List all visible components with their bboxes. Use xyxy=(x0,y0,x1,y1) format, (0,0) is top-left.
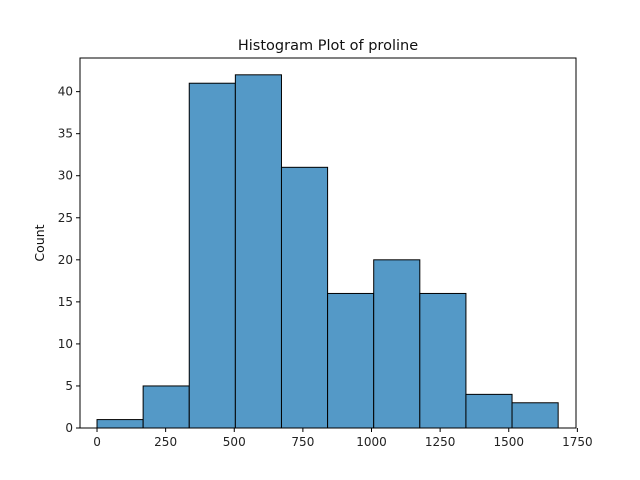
y-axis-label: Count xyxy=(32,224,47,261)
histogram-bar xyxy=(511,402,559,429)
y-axis-ticks: 0 5 10 15 20 25 30 35 40 xyxy=(58,85,80,435)
x-tick-label: 750 xyxy=(291,435,314,449)
histogram-bar xyxy=(280,166,329,429)
y-tick-label: 25 xyxy=(58,211,73,225)
histogram-bar xyxy=(373,259,421,429)
y-tick-label: 20 xyxy=(58,253,73,267)
x-tick-label: 500 xyxy=(223,435,246,449)
histogram-bar xyxy=(142,385,190,429)
x-tick-label: 1000 xyxy=(356,435,387,449)
y-tick-label: 15 xyxy=(58,295,73,309)
histogram-bar xyxy=(465,393,513,429)
histogram-bar xyxy=(419,292,467,429)
y-tick-label: 0 xyxy=(65,421,73,435)
x-tick-label: 250 xyxy=(154,435,177,449)
y-tick-label: 5 xyxy=(65,379,73,393)
y-tick-label: 40 xyxy=(58,85,73,99)
x-tick-label: 1750 xyxy=(562,435,593,449)
x-tick-label: 0 xyxy=(93,435,101,449)
histogram-bar xyxy=(327,292,375,429)
chart-title: Histogram Plot of proline xyxy=(238,38,418,54)
histogram-bar xyxy=(96,419,144,429)
x-tick-label: 1250 xyxy=(425,435,456,449)
y-tick-label: 10 xyxy=(58,337,73,351)
bars-group xyxy=(96,74,559,429)
y-tick-label: 30 xyxy=(58,169,73,183)
x-axis-ticks: 0 250 500 750 1000 1250 1500 1750 xyxy=(93,428,593,449)
plot-frame xyxy=(79,57,577,429)
histogram-bar xyxy=(188,82,236,429)
x-tick-label: 1500 xyxy=(493,435,524,449)
y-tick-label: 35 xyxy=(58,127,73,141)
histogram-bar xyxy=(234,74,282,429)
